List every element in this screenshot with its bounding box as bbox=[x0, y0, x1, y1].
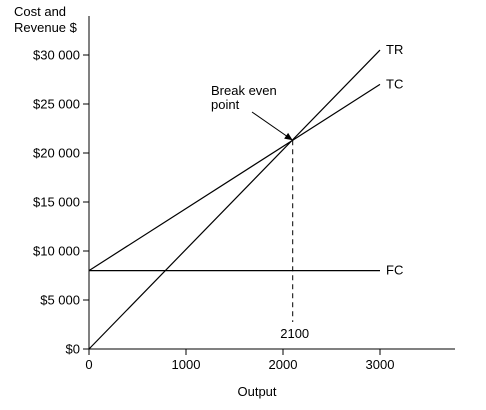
break-even-label-line-1: Break even bbox=[211, 83, 277, 98]
y-tick-label: $20 000 bbox=[33, 146, 80, 161]
x-axis-title: Output bbox=[237, 384, 276, 399]
y-tick-label: $25 000 bbox=[33, 97, 80, 112]
series-label-fc: FC bbox=[386, 263, 403, 278]
series-label-tr: TR bbox=[386, 42, 403, 57]
series-lines bbox=[88, 49, 381, 350]
x-ticks: 0 1000 2000 3000 bbox=[85, 349, 394, 372]
break-even-arrowhead bbox=[284, 132, 293, 141]
y-tick-label: $10 000 bbox=[33, 244, 80, 259]
break-even-label-line-2: point bbox=[211, 97, 240, 112]
break-even-arrow-line bbox=[251, 111, 293, 141]
x-tick-label: 1000 bbox=[172, 357, 201, 372]
series-labels: TR TC FC bbox=[386, 42, 403, 278]
break-even-annotation: Break even point bbox=[211, 83, 293, 141]
y-ticks: $0 $5 000 $10 000 $15 000 $20 000 $25 000 $30 … bbox=[33, 48, 89, 357]
x-tick-label: 2000 bbox=[269, 357, 298, 372]
y-axis-title-line-1: Cost and bbox=[14, 4, 66, 19]
series-line-tr bbox=[88, 49, 381, 350]
x-tick-label: 3000 bbox=[366, 357, 395, 372]
y-axis-title-line-2: Revenue $ bbox=[14, 20, 78, 35]
y-tick-label: $15 000 bbox=[33, 195, 80, 210]
axes bbox=[88, 16, 455, 350]
series-line-tc bbox=[88, 83, 381, 272]
y-tick-label: $30 000 bbox=[33, 48, 80, 63]
break-even-x-label: 2100 bbox=[280, 326, 309, 341]
series-label-tc: TC bbox=[386, 76, 403, 91]
y-tick-label: $5 000 bbox=[40, 293, 80, 308]
y-tick-label: $0 bbox=[66, 342, 80, 357]
x-tick-label: 0 bbox=[85, 357, 92, 372]
y-axis-title: Cost and Revenue $ bbox=[14, 4, 78, 35]
